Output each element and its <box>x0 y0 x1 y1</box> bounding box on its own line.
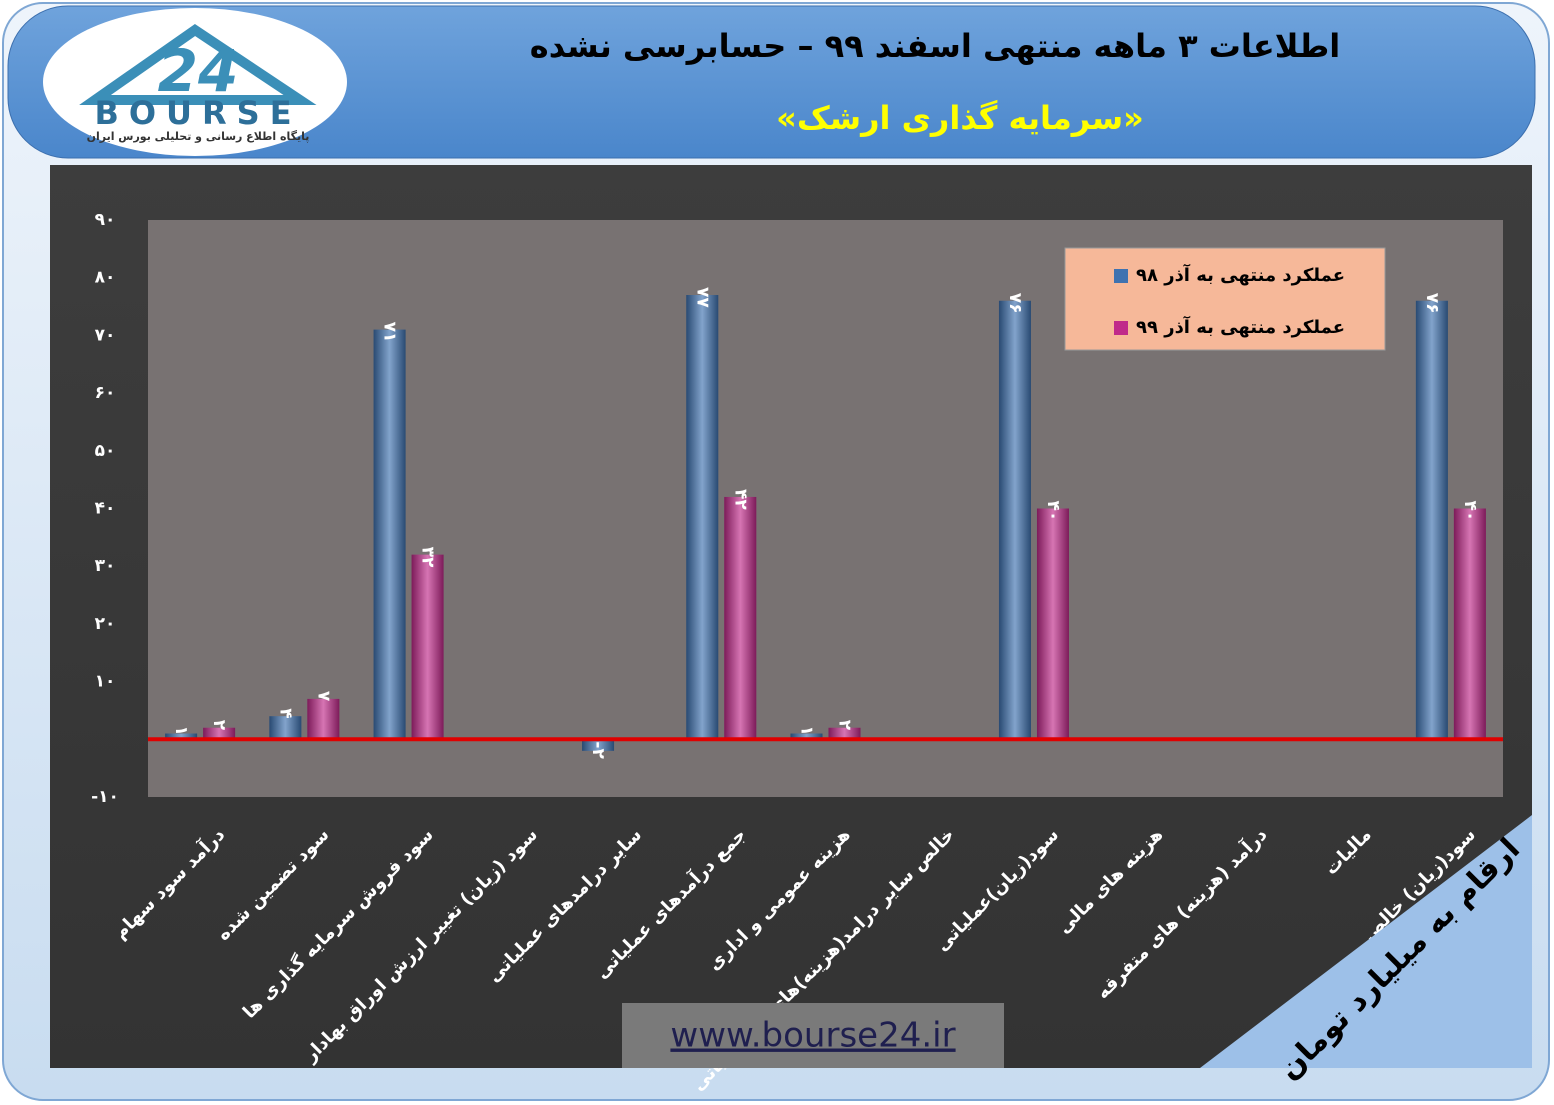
logo-number: 24 <box>158 37 239 105</box>
y-tick-label: -۱۰ <box>91 787 119 807</box>
bar-shine <box>724 496 757 740</box>
data-label: ۲ <box>835 720 855 731</box>
y-tick-label: ۵۰ <box>95 441 116 461</box>
y-tick-label: ۹۰ <box>95 210 116 230</box>
data-label: ۴۲ <box>730 489 750 510</box>
data-label: ۱ <box>797 726 817 736</box>
data-label: ۴۰ <box>1460 501 1480 522</box>
data-label: ۱ <box>171 726 191 736</box>
logo-tagline: پایگاه اطلاع رسانی و تحلیلی بورس ایران <box>87 130 310 143</box>
y-tick-label: ۷۰ <box>95 325 116 345</box>
logo-shape <box>79 23 317 105</box>
data-label: ۷ <box>313 691 333 702</box>
bar-shine <box>998 300 1031 740</box>
logo-bg <box>43 8 347 156</box>
data-label: ۴ <box>275 708 295 718</box>
data-label: ۳۲ <box>418 547 438 568</box>
data-label: ۲ <box>209 720 229 731</box>
chart-title: اطلاعات ۳ ماهه منتهی اسفند ۹۹ – حسابرسی … <box>530 27 1340 65</box>
source-box <box>622 1003 1004 1068</box>
bar-shine <box>582 739 615 751</box>
legend-marker <box>1114 269 1128 283</box>
legend-entries: عملکرد منتهی به آذر ۹۸ عملکرد منتهی به آذ… <box>1114 263 1345 338</box>
bar-shine <box>828 727 861 740</box>
legend-marker <box>1114 321 1128 335</box>
bar-shine <box>307 698 340 740</box>
legend-label: عملکرد منتهی به آذر ۹۸ <box>1136 263 1345 286</box>
bar-shine <box>686 295 719 740</box>
chart-subtitle: «سرمایه گذاری ارشک» <box>776 99 1144 137</box>
y-tick-label: ۳۰ <box>95 556 116 576</box>
data-label: ۷۱ <box>380 322 400 343</box>
logo-name: BOURSE <box>94 94 301 132</box>
bar-shine <box>1415 300 1448 740</box>
y-tick-label: ۴۰ <box>95 499 116 519</box>
note-bg <box>1200 815 1532 1068</box>
bar-shine <box>165 733 198 740</box>
bar-shine <box>1036 508 1069 740</box>
data-label: ۷۶ <box>1422 293 1442 314</box>
bar-shine <box>1453 508 1486 740</box>
data-label: ۷۶ <box>1005 293 1025 314</box>
y-tick-label: ۸۰ <box>95 268 116 288</box>
bar-shine <box>203 727 236 740</box>
legend-label: عملکرد منتهی به آذر ۹۹ <box>1136 315 1345 338</box>
bar-shine <box>269 716 302 740</box>
data-label: -۲ <box>588 741 608 759</box>
source: www.bourse24.ir <box>670 1016 955 1056</box>
y-tick-label: ۱۰ <box>95 672 116 692</box>
bar-shine <box>411 554 444 740</box>
bar-shine <box>790 733 823 740</box>
header <box>7 5 1536 159</box>
data-label: ۴۰ <box>1043 501 1063 522</box>
y-tick-label: ۲۰ <box>95 614 116 634</box>
bar-shine <box>373 329 406 740</box>
y-tick-label: ۶۰ <box>95 383 116 403</box>
data-label: ۷۷ <box>692 287 712 308</box>
